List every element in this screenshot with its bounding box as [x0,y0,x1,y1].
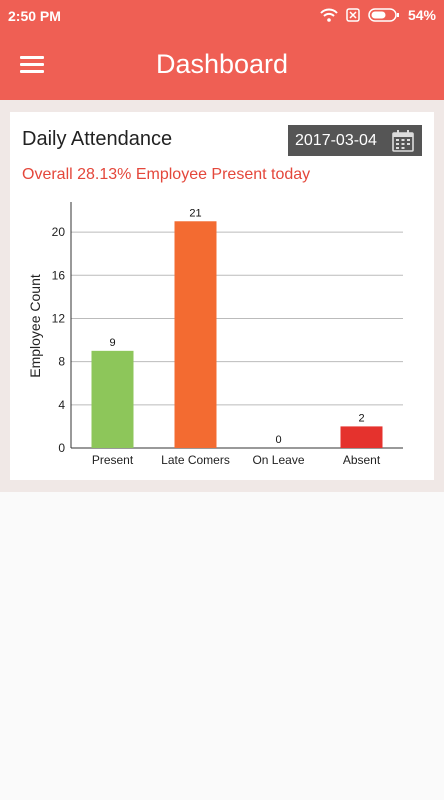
data-label: 2 [358,412,364,424]
status-bar: 2:50 PM 54% [0,0,444,32]
app-bar: 2:50 PM 54% Dashboard [0,0,444,100]
data-label: 21 [189,207,201,219]
no-sim-icon [346,8,360,22]
attendance-card: Daily Attendance 2017-03-04 Overall 28.1… [10,112,434,480]
bar-absent [340,426,383,448]
y-axis-label: Employee Count [27,274,43,378]
y-tick-label: 8 [58,355,65,369]
hamburger-menu-icon[interactable] [20,56,44,74]
x-tick-label: Absent [343,453,381,467]
wifi-icon [320,8,338,22]
y-tick-label: 0 [58,441,65,455]
date-picker[interactable]: 2017-03-04 [288,125,422,156]
x-tick-label: On Leave [252,453,304,467]
calendar-icon[interactable] [391,129,415,153]
y-tick-label: 16 [52,268,66,282]
y-tick-label: 12 [52,311,66,325]
date-value: 2017-03-04 [295,132,377,149]
y-tick-label: 4 [58,398,65,412]
x-tick-label: Present [92,453,134,467]
content-area: Daily Attendance 2017-03-04 Overall 28.1… [0,100,444,492]
bar-late-comers [174,221,217,448]
battery-icon [368,8,399,22]
data-label: 0 [275,434,281,446]
page-title: Dashboard [155,49,289,79]
battery-percent: 54% [407,7,436,23]
status-time: 2:50 PM [8,8,61,24]
card-title: Daily Attendance [22,128,173,150]
x-tick-label: Late Comers [161,453,230,467]
data-label: 9 [109,337,115,349]
bar-present [91,350,134,448]
y-tick-label: 20 [52,225,66,239]
attendance-summary: Overall 28.13% Employee Present today [22,166,311,183]
